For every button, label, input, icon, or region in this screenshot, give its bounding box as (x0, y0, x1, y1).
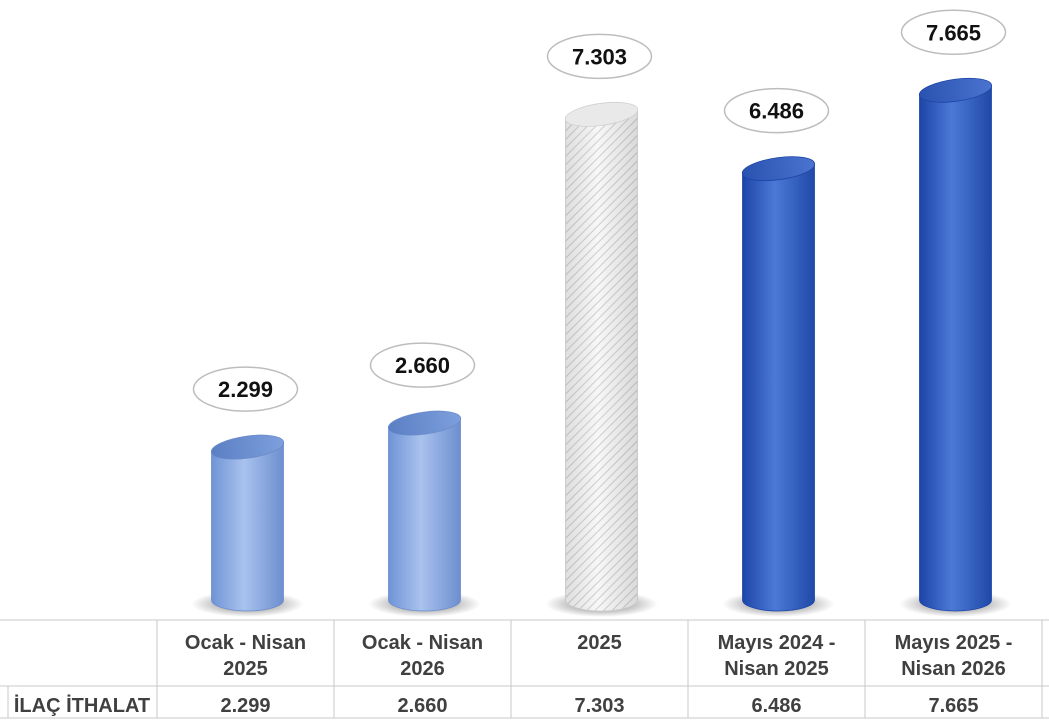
bars: 2.299 2.660 7.303 6.486 7.665 (191, 9, 1012, 617)
category-label: Mayıs 2025 -Nisan 2026 (895, 632, 1013, 680)
category-label: Ocak - Nisan 2026 (362, 632, 483, 680)
bar-body (211, 441, 284, 612)
value-callout (192, 366, 299, 412)
bar-top (210, 434, 285, 460)
table-value: 2.660 (397, 695, 447, 717)
bar-top (387, 410, 462, 436)
bar-top (741, 156, 816, 182)
data-label: 7.303 (572, 44, 627, 69)
series-name: İLAÇ İTHALAT (14, 694, 150, 717)
value-callout (900, 9, 1007, 56)
bar: 2.660 (368, 342, 481, 617)
value-callout (369, 342, 476, 388)
table-value: 2.299 (220, 695, 270, 717)
bar: 2.299 (191, 366, 304, 617)
table-value: 7.303 (574, 695, 624, 717)
value-callout (546, 33, 653, 80)
bar-top (918, 77, 993, 103)
data-label: 7.665 (926, 20, 981, 45)
bar-body (919, 84, 992, 612)
bar-top (564, 101, 639, 127)
data-label: 6.486 (749, 99, 804, 124)
bar-body (742, 163, 815, 612)
category-label: 2025 (577, 632, 622, 654)
bar-shading (565, 109, 638, 612)
table-value: 7.665 (928, 695, 978, 717)
bar-body (388, 417, 461, 612)
bar: 7.665 (899, 9, 1012, 617)
data-table: İLAÇ İTHALAT Ocak - Nisan 2025 2.299 Ocak - … (0, 619, 1049, 719)
value-callout (723, 87, 830, 134)
bar: 7.303 (545, 33, 658, 617)
table-value: 6.486 (751, 695, 801, 717)
category-label: Ocak - Nisan 2025 (185, 632, 306, 680)
data-label: 2.299 (218, 377, 273, 402)
bar: 6.486 (722, 87, 835, 617)
category-label: Mayıs 2024 -Nisan 2025 (718, 632, 836, 680)
data-label: 2.660 (395, 353, 450, 378)
